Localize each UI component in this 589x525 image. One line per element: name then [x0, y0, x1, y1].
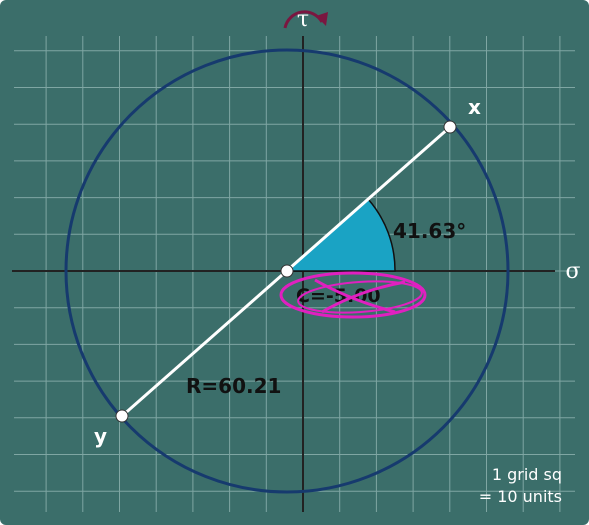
- angle-label: 41.63°: [393, 219, 466, 243]
- radius-label: R=60.21: [186, 374, 281, 398]
- center-point: [280, 264, 294, 278]
- legend-line1: 1 grid sq: [492, 465, 562, 484]
- legend-line2: = 10 units: [479, 487, 562, 506]
- annotation-ellipse-2: [297, 280, 423, 314]
- tau-label: τ: [297, 7, 309, 32]
- annotation-ellipse: [279, 271, 427, 319]
- x-label: x: [468, 95, 481, 119]
- point-x: [443, 120, 457, 134]
- point-y: [115, 409, 129, 423]
- sigma-label: σ: [565, 259, 580, 284]
- circle: [64, 48, 510, 494]
- tau-arrowhead: [316, 12, 328, 26]
- angle-wedge: [285, 197, 396, 272]
- annotation-cross: [314, 278, 406, 314]
- y-label: y: [94, 424, 107, 448]
